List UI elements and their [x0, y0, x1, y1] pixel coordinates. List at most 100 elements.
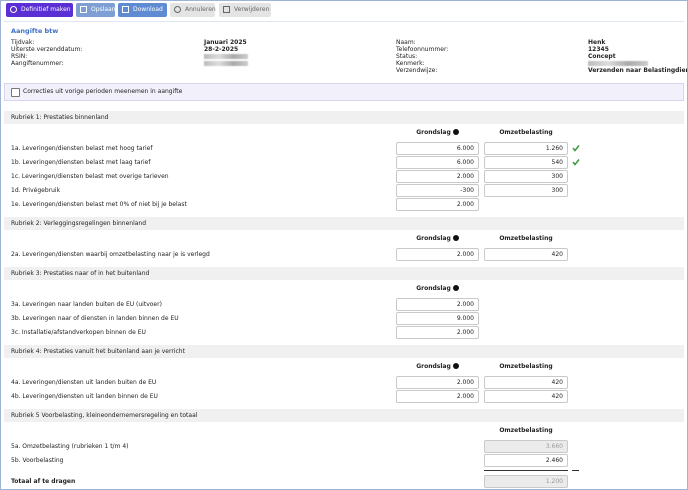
amount-input[interactable]: 420	[484, 389, 568, 403]
section-header: Rubriek 2: Verleggingsregelingen binnenl…	[4, 217, 684, 230]
column-title: Grondslag	[416, 285, 451, 292]
column-header: Grondslag	[396, 285, 479, 293]
save-button[interactable]: Opslaan	[76, 3, 115, 17]
amount-input[interactable]: 2.000	[396, 169, 479, 183]
icon	[10, 6, 17, 13]
amount-input[interactable]: 1.260	[484, 141, 568, 155]
amount-input[interactable]: 420	[484, 375, 568, 389]
info-label: RSIN:	[11, 53, 28, 60]
info-label: Telefoonnummer:	[396, 46, 449, 53]
check-path	[572, 145, 580, 152]
info-value: 12345	[588, 46, 609, 53]
column-title: Grondslag	[416, 363, 451, 370]
row-label: 3c. Installatie/afstandverkopen binnen d…	[11, 328, 146, 336]
info-label: Tijdvak:	[11, 39, 35, 46]
amount-input[interactable]: 540	[484, 155, 568, 169]
sum-line	[484, 470, 568, 471]
column-header: Omzetbelasting	[499, 363, 553, 370]
amount-input[interactable]: 2.000	[396, 197, 479, 211]
amount-input[interactable]: 2.000	[396, 297, 479, 311]
form-title: Aangifte btw	[11, 27, 59, 35]
cancel-button[interactable]: Annuleren	[170, 3, 216, 17]
redacted-value	[588, 61, 648, 66]
corrections-panel: Correcties uit vorige perioden meenemen …	[4, 83, 684, 101]
section-header: Rubriek 3: Prestaties naar of in het bui…	[4, 267, 684, 280]
row-label: 1a. Leveringen/diensten belast met hoog …	[11, 144, 153, 152]
amount-input[interactable]: 420	[484, 247, 568, 261]
amount-input[interactable]: 2.000	[396, 325, 479, 339]
row-label: 3b. Leveringen naar of diensten in lande…	[11, 314, 179, 322]
amount-input[interactable]: 6.000	[396, 141, 479, 155]
row-label: 2a. Leveringen/diensten waarbij omzetbel…	[11, 250, 210, 258]
column-header: Grondslag	[396, 235, 479, 243]
amount-input[interactable]: 2.000	[396, 389, 479, 403]
section-header: Rubriek 1: Prestaties binnenland	[4, 111, 684, 124]
valid-check	[572, 145, 580, 152]
amount-input[interactable]: 2.000	[396, 247, 479, 261]
column-header: Omzetbelasting	[499, 129, 553, 136]
total-label: Totaal af te dragen	[11, 477, 76, 485]
info-icon[interactable]	[452, 129, 459, 135]
divider	[4, 21, 684, 22]
row-label: 5a. Omzetbelasting (rubrieken 1 t/m 4)	[11, 442, 129, 450]
info-value: Henk	[588, 39, 606, 46]
icon	[174, 6, 181, 13]
row-label: 1e. Leveringen/diensten belast met 0% of…	[11, 200, 187, 208]
column-header: Omzetbelasting	[499, 235, 553, 242]
amount-input[interactable]: 2.000	[396, 375, 479, 389]
check-path	[572, 159, 580, 166]
info-label: Uiterste verzenddatum:	[11, 46, 83, 53]
button-label: Verwijderen	[234, 6, 270, 13]
icon	[80, 6, 87, 13]
redacted-value	[204, 54, 248, 59]
amount-input[interactable]: 6.000	[396, 155, 479, 169]
download-button[interactable]: Download	[118, 3, 167, 17]
section-header: Rubriek 5 Voorbelasting, kleineonderneme…	[4, 409, 684, 422]
info-label: Status:	[396, 53, 418, 60]
row-label: 1c. Leveringen/diensten belast met overi…	[11, 172, 169, 180]
amount-input[interactable]: -300	[396, 183, 479, 197]
finalize-button[interactable]: Definitief maken	[6, 3, 73, 17]
row-label: 4b. Leveringen/diensten uit landen binne…	[11, 392, 158, 400]
column-header: Grondslag	[396, 363, 479, 371]
info-label: Kenmerk:	[396, 60, 425, 67]
info-icon[interactable]	[452, 363, 459, 369]
icon	[223, 6, 230, 13]
info-label: Verzendwijze:	[396, 67, 438, 74]
column-title: Grondslag	[416, 129, 451, 136]
checkbox[interactable]	[11, 88, 20, 97]
row-label: 1b. Leveringen/diensten belast met laag …	[11, 158, 151, 166]
row-label: 1d. Privégebruik	[11, 186, 61, 194]
amount-input[interactable]: 9.000	[396, 311, 479, 325]
info-icon[interactable]	[452, 285, 459, 291]
icon	[122, 6, 129, 13]
column-title: Grondslag	[416, 235, 451, 242]
column-header: Grondslag	[396, 129, 479, 137]
info-value: Januari 2025	[204, 39, 247, 46]
checkbox-label: Correcties uit vorige perioden meenemen …	[23, 88, 183, 95]
button-label: Definitief maken	[21, 6, 71, 13]
valid-check	[572, 159, 580, 166]
amount-input[interactable]: 2.460	[484, 453, 568, 467]
amount-input: 1.200	[484, 474, 568, 488]
section-header: Rubriek 4: Prestaties vanuit het buitenl…	[4, 345, 684, 358]
info-label: Aangiftenummer:	[11, 60, 64, 67]
amount-input[interactable]: 300	[484, 169, 568, 183]
redacted-value	[204, 61, 248, 66]
info-value: 28-2-2025	[204, 46, 239, 53]
amount-input: 3.660	[484, 439, 568, 453]
row-label: 4a. Leveringen/diensten uit landen buite…	[11, 378, 157, 386]
row-label: 5b. Voorbelasting	[11, 456, 64, 464]
info-value: Verzenden naar Belastingdienst	[588, 67, 688, 74]
button-label: Opslaan	[91, 6, 116, 13]
delete-button[interactable]: Verwijderen	[219, 3, 271, 17]
minus-sign	[572, 470, 579, 471]
button-label: Download	[133, 6, 163, 13]
button-label: Annuleren	[185, 6, 216, 13]
info-icon[interactable]	[452, 235, 459, 241]
column-header: Omzetbelasting	[499, 427, 553, 434]
amount-input[interactable]: 300	[484, 183, 568, 197]
row-label: 3a. Leveringen naar landen buiten de EU …	[11, 300, 162, 308]
info-value: Concept	[588, 53, 616, 60]
